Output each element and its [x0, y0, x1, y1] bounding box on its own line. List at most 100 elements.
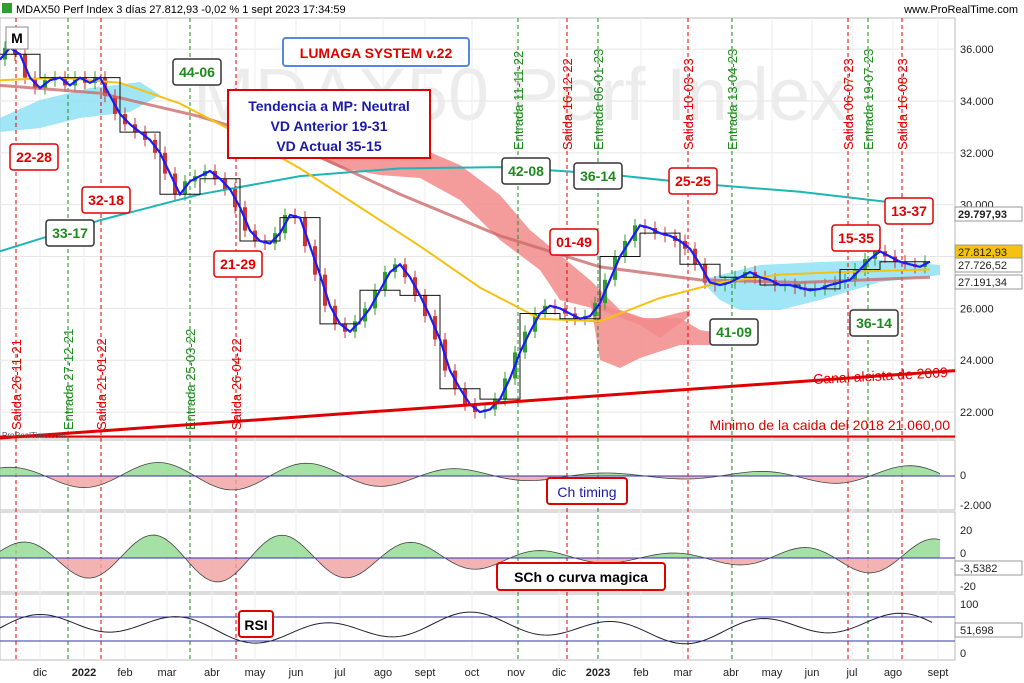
value-box: 15-35	[831, 224, 881, 252]
y-tick-label: 24.000	[960, 355, 994, 367]
value-box-frame	[573, 162, 623, 190]
rsi-tick-1: 0	[960, 648, 966, 660]
mode-button[interactable]: M	[5, 26, 29, 50]
price-label: 29.797,93	[958, 209, 1007, 221]
instrument-icon	[2, 3, 12, 13]
signal-label: Salida 26-11-21	[9, 339, 24, 430]
x-tick-label: nov	[507, 667, 525, 679]
y-tick-label: 36.000	[960, 44, 994, 56]
value-box-label: 25-25	[675, 173, 711, 189]
value-box-frame	[831, 224, 881, 252]
value-box: 13-37	[884, 197, 934, 225]
red-cloud	[300, 148, 690, 338]
x-tick-label: jul	[845, 667, 857, 679]
x-tick-label: jul	[333, 667, 345, 679]
value-box: 25-25	[668, 167, 718, 195]
subpanel-series	[0, 462, 955, 645]
x-tick-label: abr	[204, 667, 220, 679]
x-tick-label: oct	[465, 667, 480, 679]
x-tick-label: jun	[288, 667, 304, 679]
ema-yellow-line	[0, 76, 931, 323]
system-label: LUMAGA SYSTEM v.22	[300, 45, 453, 61]
sch-line	[0, 534, 941, 583]
value-box-label: 44-06	[179, 64, 215, 80]
signal-label: Salida 16-08-23	[895, 58, 910, 150]
x-tick-label: abr	[723, 667, 739, 679]
x-tick-label: may	[245, 667, 266, 679]
value-box-frame	[213, 250, 263, 278]
value-box-frame	[9, 143, 59, 171]
signal-label: Entrada 25-03-22	[183, 329, 198, 430]
value-box: 33-17	[45, 219, 95, 247]
sch-value: -3,5382	[960, 563, 997, 575]
value-box-frame	[709, 318, 759, 346]
timing-positive-area	[0, 462, 940, 476]
value-box-label: 41-09	[716, 324, 752, 340]
minimum-label: Minimo de la caida del 2018 21.060,00	[709, 417, 950, 433]
main-y-axis: 36.00034.00032.00030.00028.00026.00024.0…	[960, 44, 994, 419]
price-line	[0, 46, 931, 414]
value-box: 21-29	[213, 250, 263, 278]
x-tick-label: jun	[804, 667, 820, 679]
value-box: 41-09	[709, 318, 759, 346]
rsi-value: 51,698	[960, 625, 994, 637]
y-tick-label: 32.000	[960, 148, 994, 160]
signal-label: Salida 06-07-23	[841, 58, 856, 150]
x-tick-label: mar	[674, 667, 693, 679]
x-tick-label: sept	[928, 667, 949, 679]
price-label-box	[954, 206, 1023, 222]
mode-button-label: M	[11, 30, 23, 46]
cyan-cloud-right	[700, 260, 940, 310]
price-label: 27.812,93	[958, 247, 1007, 259]
value-box-frame	[45, 219, 95, 247]
value-box-label: 15-35	[838, 230, 874, 246]
value-box-frame	[81, 186, 131, 214]
channel-label: Canal alcista de 2009	[813, 364, 949, 387]
sch-value-box	[954, 560, 1023, 576]
rsi-tick-0: 100	[960, 599, 978, 611]
x-tick-label: may	[762, 667, 783, 679]
rsi-label: RSI	[244, 617, 267, 633]
value-box-label: 36-14	[580, 168, 616, 184]
value-box-label: 01-49	[556, 234, 592, 250]
timing-label: Ch timing	[557, 484, 616, 500]
sch-tick-0: 20	[960, 525, 972, 537]
header-bar	[0, 0, 1024, 17]
system-box: LUMAGA SYSTEM v.22	[282, 37, 470, 67]
sch-negative-area	[0, 558, 940, 582]
y-tick-label: 34.000	[960, 96, 994, 108]
x-tick-label: 2022	[72, 667, 96, 679]
x-tick-label: dic	[33, 667, 48, 679]
value-box-label: 32-18	[88, 192, 124, 208]
clouds	[0, 82, 940, 368]
signal-label: Entrada 11-11-22	[511, 51, 526, 150]
sch-panel	[0, 511, 956, 593]
signal-label: Entrada 13-04-23	[725, 49, 740, 150]
source-small: ProRealTime.com	[2, 431, 66, 440]
value-box-frame	[884, 197, 934, 225]
trend-line-3: VD Actual 35-15	[276, 138, 382, 154]
value-box-label: 13-37	[891, 203, 927, 219]
value-box-label: 42-08	[508, 163, 544, 179]
trend-line-1: Tendencia a MP: Neutral	[248, 98, 410, 114]
value-box-frame	[849, 309, 899, 337]
timing-panel	[0, 439, 956, 511]
sch-tick-2: -20	[960, 581, 976, 593]
value-box-frame	[501, 157, 551, 185]
rsi-line	[0, 611, 933, 645]
timing-negative-area	[0, 476, 940, 490]
x-tick-label: ago	[884, 667, 902, 679]
value-box: 42-08	[501, 157, 551, 185]
channel-line	[0, 369, 956, 440]
x-tick-label: 2023	[586, 667, 610, 679]
timing-box: Ch timing	[546, 477, 628, 505]
value-box: 36-14	[573, 162, 623, 190]
signal-label: Entrada 06-01-23	[591, 49, 606, 150]
value-box: 36-14	[849, 309, 899, 337]
price-label-box	[954, 257, 1023, 273]
rsi-value-box	[954, 622, 1023, 638]
signal-label: Salida 10-03-23	[681, 58, 696, 150]
x-tick-label: sept	[415, 667, 436, 679]
